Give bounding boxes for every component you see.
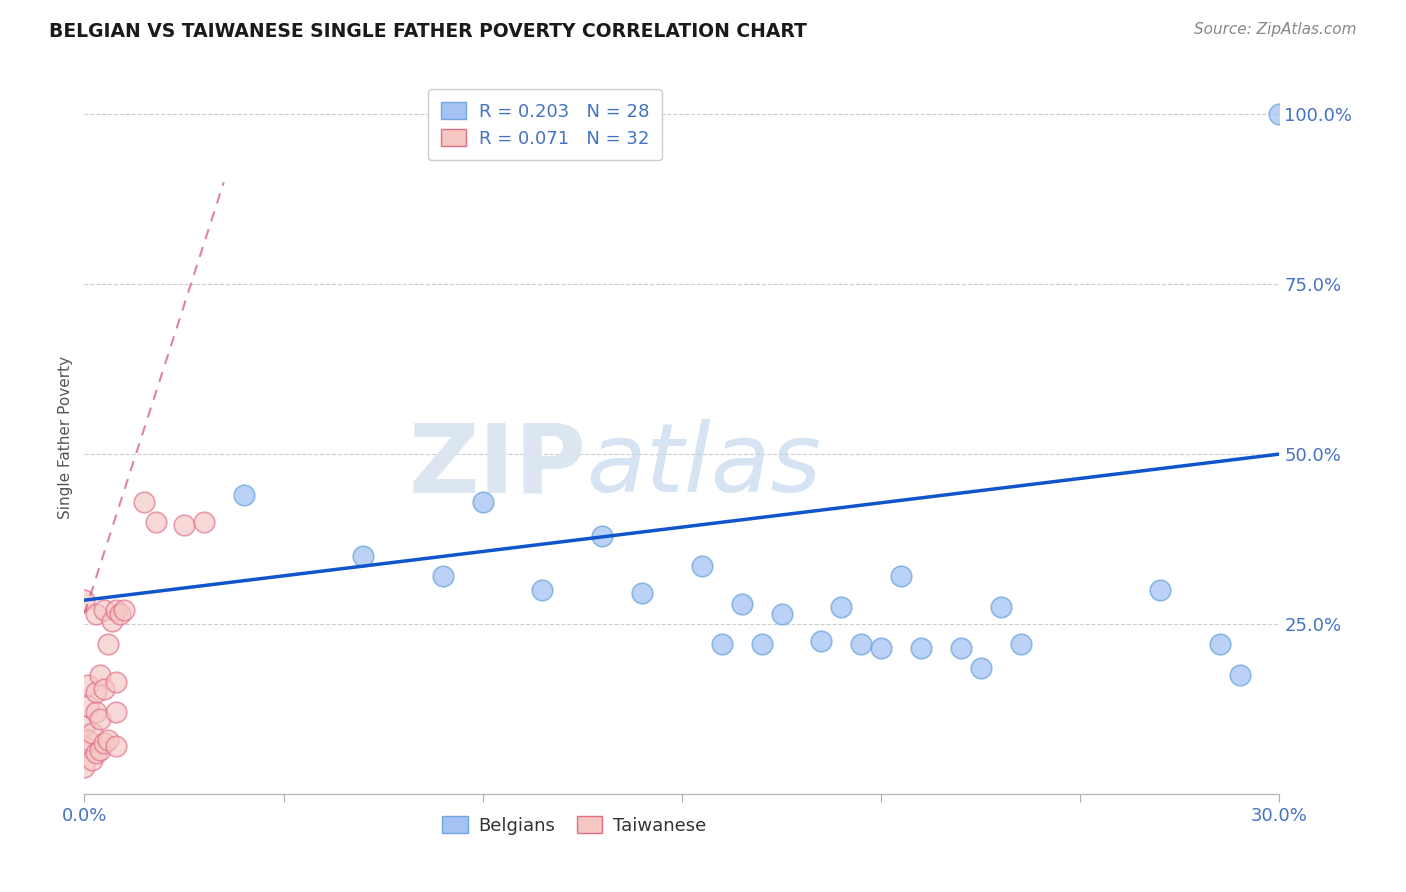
Point <box>851 637 873 651</box>
Point <box>105 706 128 720</box>
Point <box>101 614 124 628</box>
Point <box>77 698 100 713</box>
Legend: Belgians, Taiwanese: Belgians, Taiwanese <box>434 809 714 842</box>
Text: Source: ZipAtlas.com: Source: ZipAtlas.com <box>1194 22 1357 37</box>
Point <box>105 739 128 754</box>
Point <box>1268 107 1291 121</box>
Text: BELGIAN VS TAIWANESE SINGLE FATHER POVERTY CORRELATION CHART: BELGIAN VS TAIWANESE SINGLE FATHER POVER… <box>49 22 807 41</box>
Point <box>970 661 993 675</box>
Point <box>77 732 100 747</box>
Point <box>93 603 115 617</box>
Point <box>949 640 972 655</box>
Point <box>105 674 128 689</box>
Point <box>73 760 96 774</box>
Point <box>531 582 554 597</box>
Point <box>232 488 254 502</box>
Point <box>93 681 115 696</box>
Point <box>105 603 128 617</box>
Point <box>110 607 132 621</box>
Point <box>193 515 215 529</box>
Text: ZIP: ZIP <box>408 419 586 512</box>
Point <box>1388 674 1406 689</box>
Point <box>1209 637 1232 651</box>
Point <box>1229 668 1251 682</box>
Point <box>432 569 454 583</box>
Point <box>86 706 108 720</box>
Point <box>352 549 374 563</box>
Point <box>89 668 111 682</box>
Point <box>82 725 104 739</box>
Point <box>990 599 1012 614</box>
Point <box>77 678 100 692</box>
Point <box>1348 640 1371 655</box>
Point <box>810 634 832 648</box>
Point <box>145 515 167 529</box>
Point <box>73 593 96 607</box>
Point <box>86 746 108 760</box>
Point <box>73 739 96 754</box>
Point <box>631 586 654 600</box>
Point <box>97 732 120 747</box>
Point <box>86 607 108 621</box>
Point <box>1010 637 1032 651</box>
Point <box>751 637 773 651</box>
Point <box>710 637 733 651</box>
Point <box>86 685 108 699</box>
Y-axis label: Single Father Poverty: Single Father Poverty <box>58 356 73 518</box>
Point <box>471 494 494 508</box>
Point <box>97 637 120 651</box>
Point <box>591 528 613 542</box>
Point <box>690 559 713 574</box>
Point <box>82 753 104 767</box>
Point <box>132 494 156 508</box>
Point <box>173 518 195 533</box>
Point <box>770 607 793 621</box>
Point <box>910 640 932 655</box>
Point <box>73 719 96 733</box>
Point <box>89 742 111 756</box>
Point <box>830 599 852 614</box>
Point <box>890 569 912 583</box>
Point <box>89 712 111 726</box>
Text: atlas: atlas <box>586 419 821 512</box>
Point <box>112 603 135 617</box>
Point <box>93 736 115 750</box>
Point <box>731 597 754 611</box>
Point <box>870 640 893 655</box>
Point <box>1149 582 1171 597</box>
